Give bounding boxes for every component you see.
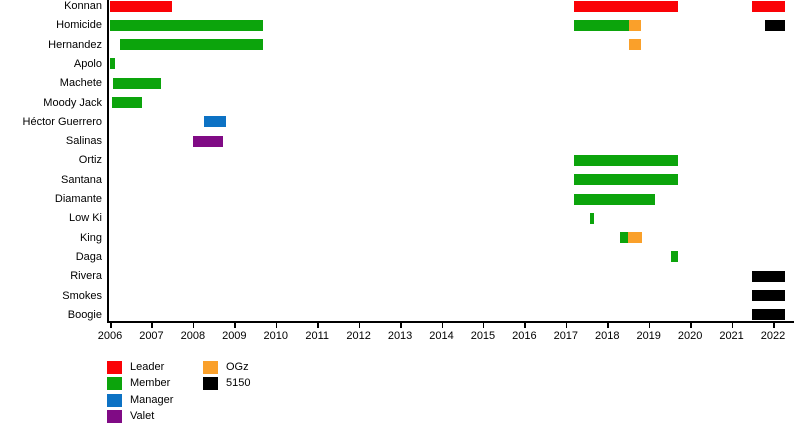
row-label: Daga (75, 250, 102, 263)
timeline-bar (574, 0, 678, 12)
x-tick-label: 2022 (760, 330, 786, 342)
legend-swatch (203, 361, 218, 374)
timeline-bar (113, 77, 161, 89)
x-tick (192, 323, 195, 328)
legend-label: OGz (226, 361, 249, 373)
x-tick (648, 323, 651, 328)
legend-swatch (203, 377, 218, 391)
timeline-bar (627, 232, 643, 244)
legend-label: Member (130, 377, 171, 390)
x-tick (773, 323, 775, 328)
row-label: Ortiz (78, 154, 102, 167)
x-tick (731, 323, 734, 328)
row-label: King (79, 231, 102, 244)
row-label: Moody Jack (43, 96, 102, 109)
timeline-bar (764, 19, 786, 31)
timeline-bar (752, 309, 786, 321)
x-tick (607, 323, 609, 328)
timeline-bar (619, 232, 628, 244)
timeline-bar (111, 97, 143, 108)
x-tick (358, 323, 361, 328)
legend-label: Valet (130, 409, 155, 422)
legend-swatch (107, 409, 122, 423)
x-tick (151, 323, 153, 328)
row-label: Diamante (54, 193, 102, 205)
row-label: Konnan (64, 0, 102, 12)
x-tick-label: 2021 (719, 330, 744, 342)
x-tick-label: 2015 (470, 330, 496, 342)
timeline-bar (204, 116, 227, 128)
timeline-bar (671, 251, 678, 263)
timeline-bar (589, 212, 594, 224)
y-axis (107, 0, 109, 323)
legend-swatch (107, 361, 122, 374)
x-tick (524, 323, 526, 328)
timeline-bar (752, 290, 786, 301)
x-tick-label: 2010 (263, 330, 288, 342)
timeline-bar (192, 135, 223, 147)
x-tick (317, 323, 319, 328)
timeline-bar (110, 58, 115, 70)
row-label: Apolo (73, 57, 102, 70)
timeline-bar (574, 193, 655, 205)
legend-label: Manager (130, 393, 174, 406)
timeline-bar (120, 39, 264, 51)
x-tick-label: 2016 (512, 330, 537, 342)
x-tick (565, 323, 568, 328)
timeline-bar (629, 39, 642, 51)
x-tick-label: 2014 (429, 330, 454, 342)
x-tick (482, 323, 485, 328)
x-tick-label: 2009 (222, 330, 247, 342)
timeline-bar (752, 270, 786, 282)
x-tick-label: 2012 (346, 330, 371, 342)
row-label: Machete (59, 77, 102, 90)
x-tick-label: 2008 (180, 330, 206, 342)
legend-swatch (107, 393, 122, 407)
timeline-bar (110, 19, 264, 31)
x-tick-label: 2020 (677, 330, 703, 342)
row-label: Boogie (67, 308, 102, 321)
row-label: Héctor Guerrero (22, 115, 102, 128)
x-tick (234, 323, 236, 328)
row-label: Homicide (56, 19, 102, 32)
row-label: Rivera (70, 270, 102, 283)
timeline-bar (629, 19, 642, 31)
row-label: Smokes (62, 289, 102, 302)
legend-label: 5150 (226, 377, 251, 390)
x-tick-label: 2006 (97, 330, 123, 342)
x-tick (275, 323, 278, 328)
timeline-bar (752, 0, 786, 12)
legend-swatch (107, 377, 122, 391)
x-tick-label: 2019 (636, 330, 661, 342)
x-tick-label: 2013 (387, 330, 413, 342)
timeline-bar (110, 0, 173, 12)
row-label: Salinas (65, 135, 102, 148)
x-tick-label: 2018 (595, 330, 620, 342)
x-tick-label: 2017 (553, 330, 579, 342)
row-label: Hernandez (48, 38, 102, 51)
x-axis (107, 321, 794, 323)
x-tick (441, 323, 443, 328)
timeline-bar (574, 154, 678, 166)
x-tick-label: 2011 (305, 330, 330, 342)
x-tick (110, 323, 112, 328)
timeline-bar (574, 19, 630, 31)
timeline-bar (574, 174, 678, 186)
row-label: Santana (61, 173, 102, 186)
legend-label: Leader (130, 361, 165, 373)
x-tick (690, 323, 692, 328)
row-label: Low Ki (68, 212, 102, 225)
x-tick (400, 323, 402, 328)
x-tick-label: 2007 (139, 330, 164, 342)
